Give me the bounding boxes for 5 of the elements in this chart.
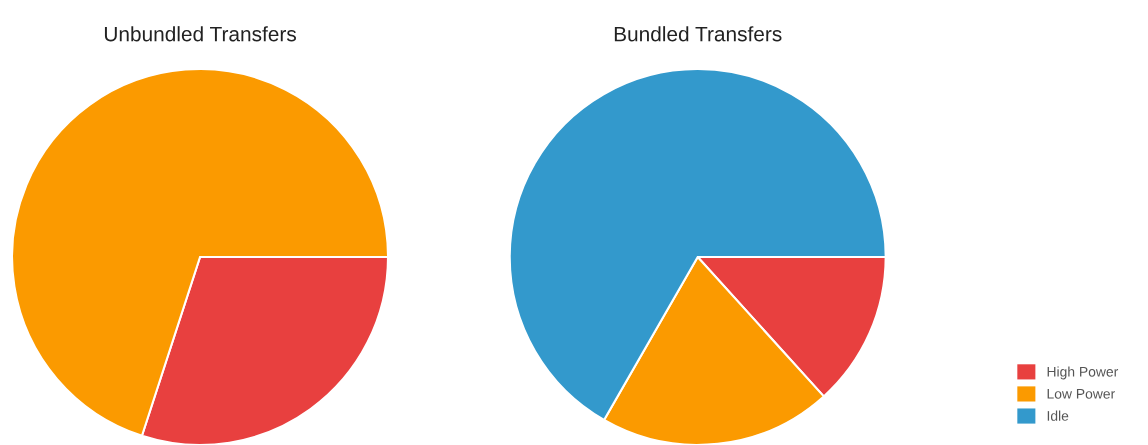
legend-label: Idle <box>1047 410 1069 421</box>
slice-label: Bundled Transfers <box>614 26 782 42</box>
legend-label: High Power <box>1047 366 1119 380</box>
slice-label: Unbundled Transfers <box>104 26 296 42</box>
legend-label: Low Power <box>1047 389 1115 399</box>
